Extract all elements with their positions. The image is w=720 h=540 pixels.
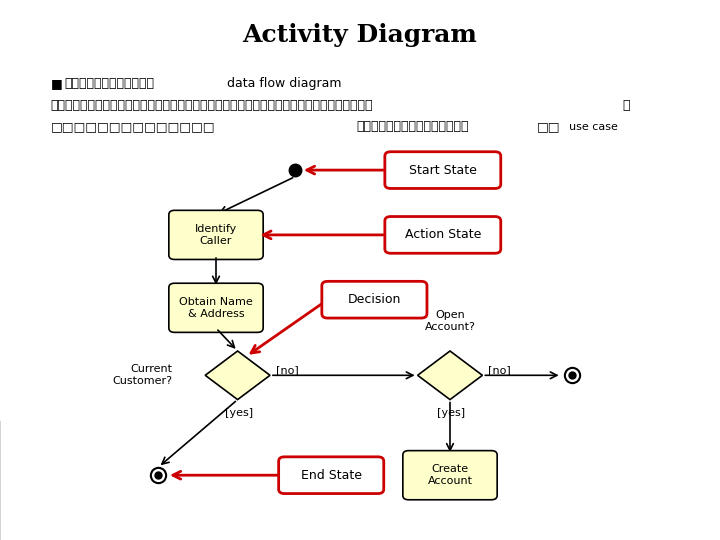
- Text: □□□□□□□□□□□□□□: □□□□□□□□□□□□□□: [50, 120, 215, 133]
- Text: Current
Customer?: Current Customer?: [113, 364, 173, 386]
- Polygon shape: [418, 351, 482, 400]
- FancyBboxPatch shape: [403, 450, 498, 500]
- Text: Activity Diagram: Activity Diagram: [243, 23, 477, 47]
- Text: [no]: [no]: [488, 365, 511, 375]
- Text: [yes]: [yes]: [437, 408, 465, 418]
- Text: Obtain Name
& Address: Obtain Name & Address: [179, 297, 253, 319]
- FancyBboxPatch shape: [384, 152, 501, 188]
- Text: ■: ■: [50, 77, 62, 90]
- Text: [no]: [no]: [276, 365, 299, 375]
- Text: ༿: ༿: [623, 99, 630, 112]
- Text: data flow diagram: data flow diagram: [227, 77, 341, 90]
- FancyBboxPatch shape: [322, 281, 427, 318]
- FancyBboxPatch shape: [384, 217, 501, 253]
- Text: Start State: Start State: [409, 164, 477, 177]
- Text: Action State: Action State: [405, 228, 481, 241]
- FancyBboxPatch shape: [168, 283, 264, 332]
- FancyBboxPatch shape: [279, 457, 384, 494]
- Text: มลกษณะคลายกบ: มลกษณะคลายกบ: [65, 77, 155, 90]
- Text: โดยปกติแลวจะเปนการแสดงรายละเอยดของกจกรรมตาง: โดยปกติแลวจะเปนการแสดงรายละเอยดของกจกรรม…: [50, 99, 373, 112]
- Text: [yes]: [yes]: [225, 408, 253, 418]
- Text: □□: □□: [536, 120, 560, 133]
- Text: Create
Account: Create Account: [428, 464, 472, 486]
- FancyBboxPatch shape: [168, 211, 264, 260]
- Text: Identify
Caller: Identify Caller: [195, 224, 237, 246]
- Polygon shape: [205, 351, 270, 400]
- Text: End State: End State: [301, 469, 361, 482]
- Text: และเกิดขึนภายใน: และเกิดขึนภายใน: [356, 120, 469, 133]
- Text: Decision: Decision: [348, 293, 401, 306]
- Text: Open
Account?: Open Account?: [425, 310, 475, 332]
- Text: use case: use case: [569, 122, 618, 132]
